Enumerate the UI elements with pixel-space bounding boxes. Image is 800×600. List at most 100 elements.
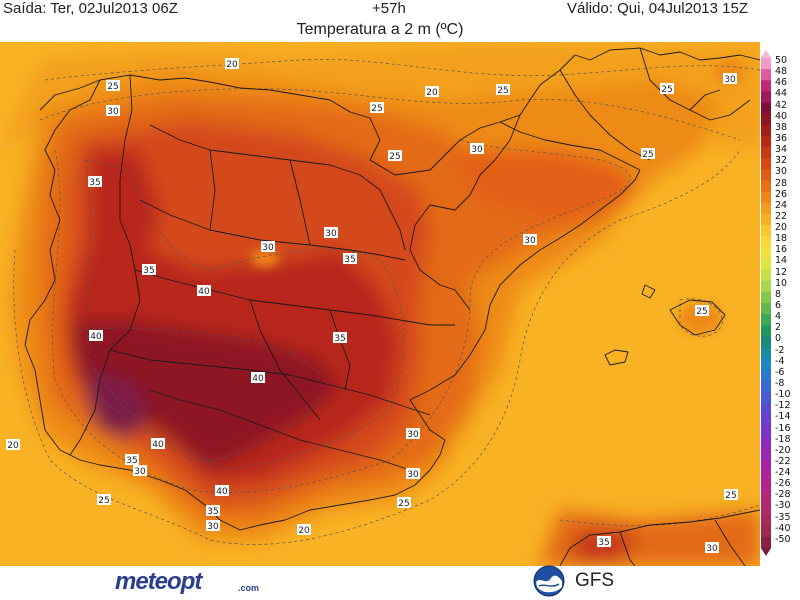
contour-label: 25 — [397, 497, 411, 509]
svg-text:20: 20 — [226, 60, 238, 70]
color-scale-swatch — [761, 447, 771, 460]
color-scale-label: -4 — [775, 355, 785, 367]
color-scale-label: -18 — [775, 433, 791, 445]
contour-label: 35 — [125, 454, 139, 466]
color-scale-label: -40 — [775, 522, 791, 534]
svg-text:40: 40 — [252, 374, 264, 384]
color-scale-swatch — [761, 436, 771, 449]
color-scale-swatch — [761, 291, 771, 304]
svg-text:30: 30 — [407, 430, 419, 440]
svg-text:20: 20 — [7, 441, 19, 451]
contour-label: 35 — [333, 332, 347, 344]
color-scale-label: 4 — [775, 311, 782, 323]
color-scale-swatch — [761, 124, 771, 137]
color-scale-swatch — [761, 80, 771, 92]
svg-text:35: 35 — [143, 266, 154, 276]
color-scale-label: 18 — [775, 233, 788, 245]
color-scale-swatch — [761, 202, 771, 215]
color-scale-swatch — [761, 425, 771, 438]
contour-label: 20 — [225, 58, 239, 70]
color-scale-label: -50 — [775, 533, 791, 545]
color-scale-label: 20 — [775, 222, 788, 234]
color-scale-swatch — [761, 336, 771, 349]
color-scale-swatch — [761, 158, 771, 170]
svg-text:25: 25 — [389, 152, 400, 162]
svg-text:25: 25 — [371, 104, 382, 114]
color-scale-label: 36 — [775, 132, 788, 144]
contour-label: 30 — [406, 468, 420, 480]
color-scale-swatch — [761, 458, 771, 471]
contour-label: 25 — [660, 83, 674, 95]
color-scale-label: -28 — [775, 489, 791, 501]
contour-label: 30 — [324, 227, 338, 239]
color-scale-label: -30 — [775, 500, 791, 512]
svg-text:25: 25 — [107, 82, 118, 92]
color-scale-label: 0 — [775, 333, 782, 345]
color-scale-swatch — [761, 358, 771, 371]
color-scale — [761, 58, 771, 548]
color-scale-label: 26 — [775, 188, 788, 200]
contour-label: 40 — [251, 372, 265, 384]
svg-text:35: 35 — [207, 507, 218, 517]
color-scale-label: -24 — [775, 467, 791, 479]
color-scale-label: 50 — [775, 55, 788, 66]
color-scale-swatch — [761, 147, 771, 159]
svg-text:30: 30 — [107, 107, 119, 117]
contour-label: 25 — [106, 80, 120, 92]
color-scale-label: 10 — [775, 277, 788, 289]
contour-label: 30 — [470, 143, 484, 155]
color-scale-label: 24 — [775, 199, 788, 211]
contour-label: 40 — [215, 485, 229, 497]
color-scale-swatch — [761, 225, 771, 237]
svg-text:35: 35 — [344, 255, 355, 265]
color-scale-swatch — [761, 369, 771, 382]
noaa-icon — [533, 565, 565, 597]
contour-label: 40 — [151, 438, 165, 450]
svg-text:30: 30 — [207, 522, 219, 532]
contour-label: 25 — [695, 305, 709, 317]
contour-label: 30 — [133, 465, 147, 477]
color-scale-label: 40 — [775, 110, 788, 122]
contour-label: 30 — [523, 234, 537, 246]
svg-text:35: 35 — [334, 334, 345, 344]
svg-text:30: 30 — [325, 229, 337, 239]
color-scale-label: -12 — [775, 400, 791, 412]
color-scale-swatch — [761, 269, 771, 282]
contour-label: 30 — [406, 428, 420, 440]
color-scale-swatch — [761, 470, 771, 482]
contour-label: 30 — [723, 73, 737, 85]
color-scale-swatch — [761, 58, 771, 70]
svg-text:25: 25 — [725, 491, 736, 501]
color-scale-swatch — [761, 169, 771, 181]
contour-label: 35 — [597, 536, 611, 548]
contour-label: 20 — [297, 524, 311, 536]
svg-text:30: 30 — [134, 467, 146, 477]
color-scale-swatch — [761, 347, 771, 360]
svg-text:30: 30 — [706, 544, 718, 554]
meteopt-logo: meteopt — [115, 568, 202, 595]
color-scale-label: -22 — [775, 455, 791, 467]
color-scale-swatch — [761, 481, 771, 493]
color-scale-swatch — [761, 503, 771, 516]
svg-text:25: 25 — [642, 150, 653, 160]
color-scale-swatch — [761, 280, 771, 293]
color-scale-label: -26 — [775, 478, 791, 490]
color-scale-label: -8 — [775, 377, 785, 389]
svg-text:30: 30 — [407, 470, 419, 480]
contour-label: 25 — [496, 84, 510, 96]
color-scale-label: 12 — [775, 266, 788, 278]
color-scale-swatch — [761, 325, 771, 337]
color-scale-swatch — [761, 69, 771, 81]
svg-text:35: 35 — [126, 456, 137, 466]
contour-label: 25 — [97, 494, 111, 506]
color-scale-swatch — [761, 135, 771, 148]
color-scale-label: -2 — [775, 344, 785, 356]
color-scale-label: 30 — [775, 166, 788, 178]
color-scale-swatch — [761, 514, 771, 527]
svg-text:30: 30 — [262, 243, 274, 253]
color-scale-label: 22 — [775, 210, 788, 222]
color-scale-swatch — [761, 525, 771, 538]
color-scale-label: -6 — [775, 366, 785, 378]
svg-text:20: 20 — [426, 88, 438, 98]
